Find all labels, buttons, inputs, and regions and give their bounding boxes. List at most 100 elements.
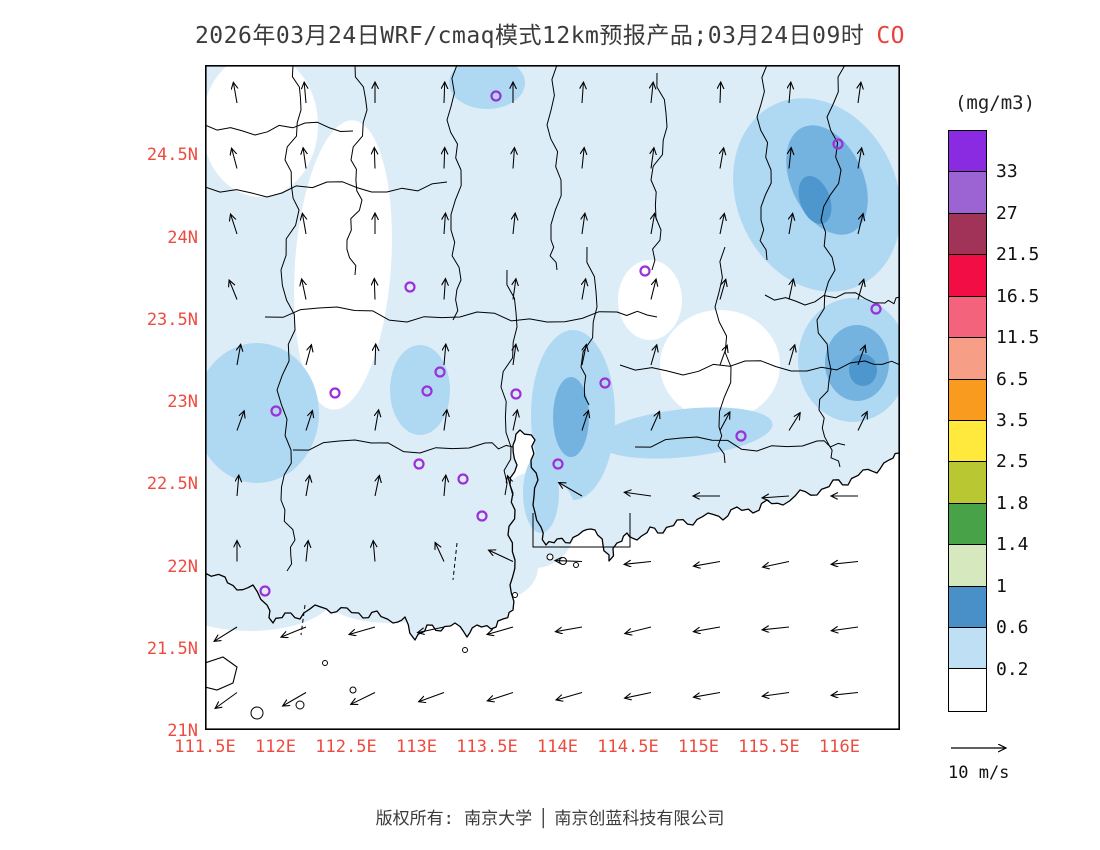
wind-vector xyxy=(555,561,583,562)
wind-vector xyxy=(349,626,376,634)
island xyxy=(250,706,264,720)
wind-vector xyxy=(581,344,586,366)
copyright-company: 南京创蓝科技有限公司 xyxy=(554,809,725,829)
wind-vector xyxy=(720,82,721,104)
wind-vector xyxy=(444,148,445,169)
province-boundary xyxy=(650,72,668,271)
island xyxy=(295,700,305,710)
wind-vector xyxy=(306,475,310,497)
lon-tick-label: 112.5E xyxy=(315,737,377,757)
region-box-boundary xyxy=(532,513,631,548)
lon-tick-label: 115E xyxy=(678,737,719,757)
coastline-fragment xyxy=(205,656,238,691)
legend-band xyxy=(949,586,986,629)
wind-vector xyxy=(762,627,790,630)
legend-band xyxy=(949,338,986,380)
lat-tick-label: 22.5N xyxy=(146,474,198,495)
wind-vector xyxy=(237,344,241,366)
wind-vector xyxy=(419,692,445,702)
wind-vector xyxy=(650,279,656,300)
co-shading-clear-area xyxy=(618,260,682,340)
coastline xyxy=(205,429,900,641)
wind-vector xyxy=(374,475,379,497)
wind-vector xyxy=(233,82,237,104)
wind-vector xyxy=(762,496,790,498)
wind-vector xyxy=(650,345,657,366)
wind-vector xyxy=(719,213,724,235)
province-boundary xyxy=(205,181,448,198)
co-shading-max xyxy=(798,175,832,225)
ocean-area xyxy=(205,430,900,730)
station-marker xyxy=(421,385,433,397)
province-boundary xyxy=(580,246,598,406)
lon-tick-label: 114E xyxy=(537,737,578,757)
wind-scale-arrow-icon xyxy=(951,740,1018,756)
wind-vector xyxy=(444,213,445,235)
island xyxy=(322,660,328,666)
legend-tick-label: 1 xyxy=(996,575,1007,597)
lat-tick-label: 23.5N xyxy=(146,309,198,330)
island xyxy=(349,686,357,694)
wind-vector xyxy=(720,148,724,169)
legend-tick-label: 3.5 xyxy=(996,410,1029,431)
co-shading-medium xyxy=(597,407,773,459)
wind-vector xyxy=(788,413,800,431)
lat-tick-label: 24.5N xyxy=(146,145,198,166)
province-boundary xyxy=(764,292,900,306)
island xyxy=(546,553,554,561)
lat-tick-label: 22N xyxy=(167,556,198,577)
wind-vector xyxy=(232,148,238,169)
wind-vector xyxy=(857,214,863,235)
lon-tick-label: 112E xyxy=(255,737,296,757)
wind-vector xyxy=(788,345,795,366)
province-boundary xyxy=(205,121,354,136)
legend-band xyxy=(949,255,986,297)
wind-vector xyxy=(302,213,306,235)
wind-vector xyxy=(763,560,790,568)
wind-scale: 10 m/s xyxy=(948,740,1038,783)
wind-scale-label: 10 m/s xyxy=(948,763,1010,783)
wind-vector xyxy=(625,626,652,634)
legend-band xyxy=(949,296,986,339)
wind-vector xyxy=(624,562,652,565)
footer-divider: │ xyxy=(538,809,549,829)
station-marker xyxy=(259,585,271,597)
lon-tick-label: 115.5E xyxy=(738,737,800,757)
province-boundary xyxy=(714,246,732,464)
map-canvas xyxy=(205,65,900,730)
chart-title: 2026年03月24日WRF/cmaq模式12km预报产品;03月24日09时 C… xyxy=(0,16,1100,50)
legend-tick-label: 2.5 xyxy=(996,451,1029,473)
station-marker xyxy=(510,388,522,400)
wind-vector xyxy=(281,626,307,637)
station-marker xyxy=(476,510,488,522)
wind-vector xyxy=(487,692,514,701)
station-marker xyxy=(552,458,564,470)
wind-vector xyxy=(374,279,375,300)
co-shading-sea-medium xyxy=(523,453,559,533)
station-marker xyxy=(270,405,282,417)
co-shading-medium xyxy=(449,65,525,109)
co-shading-clear-area xyxy=(294,120,392,410)
province-boundary xyxy=(264,306,658,323)
co-shading-max xyxy=(849,354,877,386)
legend-tick-label: 0.6 xyxy=(996,617,1029,639)
station-marker xyxy=(329,387,341,399)
wind-vector xyxy=(236,411,244,431)
province-boundary xyxy=(756,65,772,261)
wind-vector xyxy=(489,550,514,562)
legend-band xyxy=(949,669,986,711)
lon-tick-label: 111.5E xyxy=(174,737,236,757)
wind-vector xyxy=(303,148,306,169)
province-boundary xyxy=(619,360,900,376)
wind-vector xyxy=(444,410,447,431)
legend-band xyxy=(949,462,986,504)
wind-vector xyxy=(789,213,793,235)
legend-band xyxy=(949,172,986,214)
wind-vector xyxy=(831,627,859,631)
lon-tick-label: 114.5E xyxy=(597,737,659,757)
co-shading-sea xyxy=(320,563,460,623)
island xyxy=(573,562,579,568)
legend-band xyxy=(949,131,986,173)
station-marker xyxy=(490,90,502,102)
wind-vector xyxy=(351,692,376,705)
